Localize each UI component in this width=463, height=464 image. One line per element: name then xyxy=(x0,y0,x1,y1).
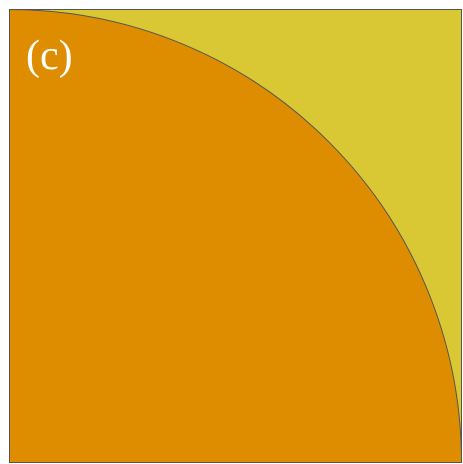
panel-label: (c) xyxy=(26,33,73,79)
quarter-circle-region xyxy=(9,8,463,463)
